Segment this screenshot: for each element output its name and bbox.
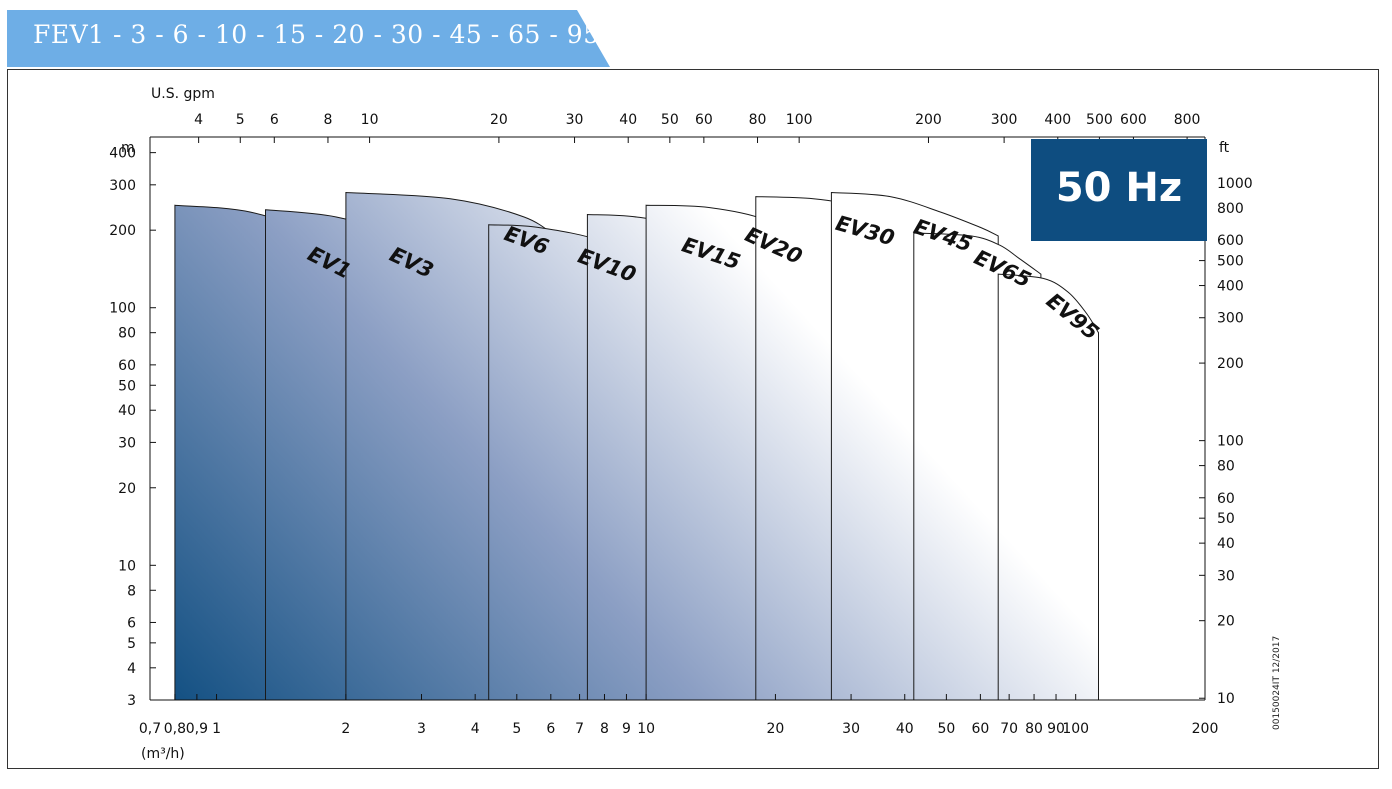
y-tick-label: 100 bbox=[109, 301, 136, 317]
title-banner bbox=[7, 10, 610, 67]
x2-tick-label: 100 bbox=[786, 112, 813, 128]
y-tick-label: 4 bbox=[127, 661, 136, 677]
y2-axis-label: ft bbox=[1219, 140, 1230, 156]
x-tick-label: 40 bbox=[896, 721, 914, 737]
y2-tick-label: 40 bbox=[1217, 536, 1235, 552]
x2-tick-label: 4 bbox=[194, 112, 203, 128]
x2-tick-label: 80 bbox=[749, 112, 767, 128]
y2-tick-label: 300 bbox=[1217, 311, 1244, 327]
x-tick-label: 0,9 bbox=[186, 721, 208, 737]
y-tick-label: 5 bbox=[127, 636, 136, 652]
y-tick-label: 8 bbox=[127, 583, 136, 599]
x-tick-label: 5 bbox=[512, 721, 521, 737]
x-tick-label: 1 bbox=[212, 721, 221, 737]
x-tick-label: 100 bbox=[1062, 721, 1089, 737]
x-tick-label: 70 bbox=[1000, 721, 1018, 737]
y2-tick-label: 30 bbox=[1217, 568, 1235, 584]
x-tick-label: 0,8 bbox=[164, 721, 186, 737]
y-tick-label: 200 bbox=[109, 223, 136, 239]
x2-tick-label: 60 bbox=[695, 112, 713, 128]
x-tick-label: 8 bbox=[600, 721, 609, 737]
y2-tick-label: 600 bbox=[1217, 233, 1244, 249]
y-tick-label: 80 bbox=[118, 326, 136, 342]
x2-tick-label: 10 bbox=[361, 112, 379, 128]
y-tick-label: 60 bbox=[118, 358, 136, 374]
x2-tick-label: 50 bbox=[661, 112, 679, 128]
x2-tick-label: 500 bbox=[1086, 112, 1113, 128]
x2-tick-label: 8 bbox=[323, 112, 332, 128]
y-tick-label: 50 bbox=[118, 378, 136, 394]
x-tick-label: 3 bbox=[417, 721, 426, 737]
chart-frame bbox=[7, 69, 1379, 769]
y-tick-label: 10 bbox=[118, 558, 136, 574]
y2-tick-label: 400 bbox=[1217, 279, 1244, 295]
y2-tick-label: 1000 bbox=[1217, 176, 1253, 192]
curve-ev95 bbox=[997, 273, 1099, 701]
frequency-badge: 50 Hz bbox=[1031, 139, 1207, 241]
y2-tick-label: 800 bbox=[1217, 201, 1244, 217]
x2-tick-label: 400 bbox=[1044, 112, 1071, 128]
x-tick-label: 90 bbox=[1047, 721, 1065, 737]
y2-tick-label: 100 bbox=[1217, 434, 1244, 450]
x2-tick-label: 200 bbox=[915, 112, 942, 128]
x-tick-label: 7 bbox=[575, 721, 584, 737]
y2-tick-label: 50 bbox=[1217, 511, 1235, 527]
y-tick-label: 3 bbox=[127, 693, 136, 709]
y-tick-label: 400 bbox=[109, 146, 136, 162]
y-tick-label: 300 bbox=[109, 178, 136, 194]
x-tick-label: 20 bbox=[767, 721, 785, 737]
chart-title: FEV1 - 3 - 6 - 10 - 15 - 20 - 30 - 45 - … bbox=[33, 20, 600, 49]
y-axis-label: m bbox=[121, 140, 135, 156]
x-tick-label: 0,7 bbox=[139, 721, 161, 737]
x-tick-label: 30 bbox=[842, 721, 860, 737]
y2-tick-label: 80 bbox=[1217, 459, 1235, 475]
frequency-badge-text: 50 Hz bbox=[1055, 165, 1183, 211]
x2-tick-label: 20 bbox=[490, 112, 508, 128]
x2-tick-label: 6 bbox=[270, 112, 279, 128]
x-tick-label: 9 bbox=[622, 721, 631, 737]
x2-tick-label: 5 bbox=[236, 112, 245, 128]
x2-tick-label: 800 bbox=[1174, 112, 1201, 128]
x-tick-label: 4 bbox=[471, 721, 480, 737]
x-tick-label: 50 bbox=[937, 721, 955, 737]
x2-tick-label: 600 bbox=[1120, 112, 1147, 128]
x-axis-label: (m³/h) bbox=[141, 746, 185, 762]
y2-tick-label: 500 bbox=[1217, 254, 1244, 270]
x-tick-label: 10 bbox=[637, 721, 655, 737]
x2-tick-label: 40 bbox=[619, 112, 637, 128]
x2-tick-label: 300 bbox=[991, 112, 1018, 128]
banner-shape bbox=[7, 10, 610, 67]
y2-tick-label: 20 bbox=[1217, 614, 1235, 630]
x2-tick-label: 30 bbox=[566, 112, 584, 128]
x2-axis-label: U.S. gpm bbox=[151, 86, 215, 102]
y-tick-label: 6 bbox=[127, 615, 136, 631]
y-tick-label: 20 bbox=[118, 481, 136, 497]
x-tick-label: 60 bbox=[971, 721, 989, 737]
y2-tick-label: 10 bbox=[1217, 691, 1235, 707]
x-tick-label: 80 bbox=[1025, 721, 1043, 737]
document-code: 00150024IT 12/2017 bbox=[1272, 635, 1282, 730]
curve-areas bbox=[174, 191, 1099, 701]
y-tick-label: 40 bbox=[118, 403, 136, 419]
y2-tick-label: 200 bbox=[1217, 356, 1244, 372]
x-tick-label: 2 bbox=[341, 721, 350, 737]
x-tick-label: 6 bbox=[546, 721, 555, 737]
y-tick-label: 30 bbox=[118, 435, 136, 451]
y2-tick-label: 60 bbox=[1217, 491, 1235, 507]
x-tick-label: 200 bbox=[1192, 721, 1219, 737]
